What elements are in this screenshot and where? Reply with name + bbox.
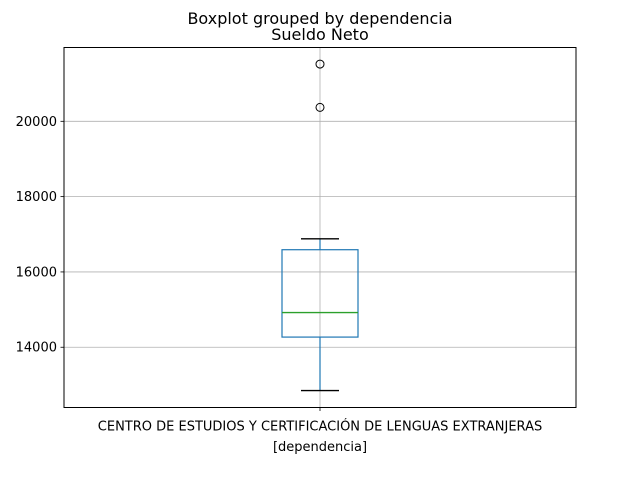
y-axis-ticks: 14000 16000 18000 20000 <box>16 115 64 356</box>
x-axis-label: [dependencia] <box>273 440 367 455</box>
x-axis-ticks: CENTRO DE ESTUDIOS Y CERTIFICACIÓN DE LE… <box>98 407 542 435</box>
chart-suptitle: Boxplot grouped by dependencia <box>187 9 452 28</box>
outlier-point <box>315 102 325 112</box>
y-tick-label: 14000 <box>16 341 57 356</box>
plot-frame <box>63 47 577 408</box>
chart-title: Sueldo Neto <box>271 25 369 44</box>
y-tick-label: 16000 <box>16 265 57 280</box>
box-iqr <box>281 249 359 338</box>
box-group <box>281 59 359 392</box>
outlier-point <box>315 59 325 69</box>
y-tick-label: 18000 <box>16 190 57 205</box>
x-tick-label: CENTRO DE ESTUDIOS Y CERTIFICACIÓN DE LE… <box>98 419 542 435</box>
y-tick-label: 20000 <box>16 115 57 130</box>
